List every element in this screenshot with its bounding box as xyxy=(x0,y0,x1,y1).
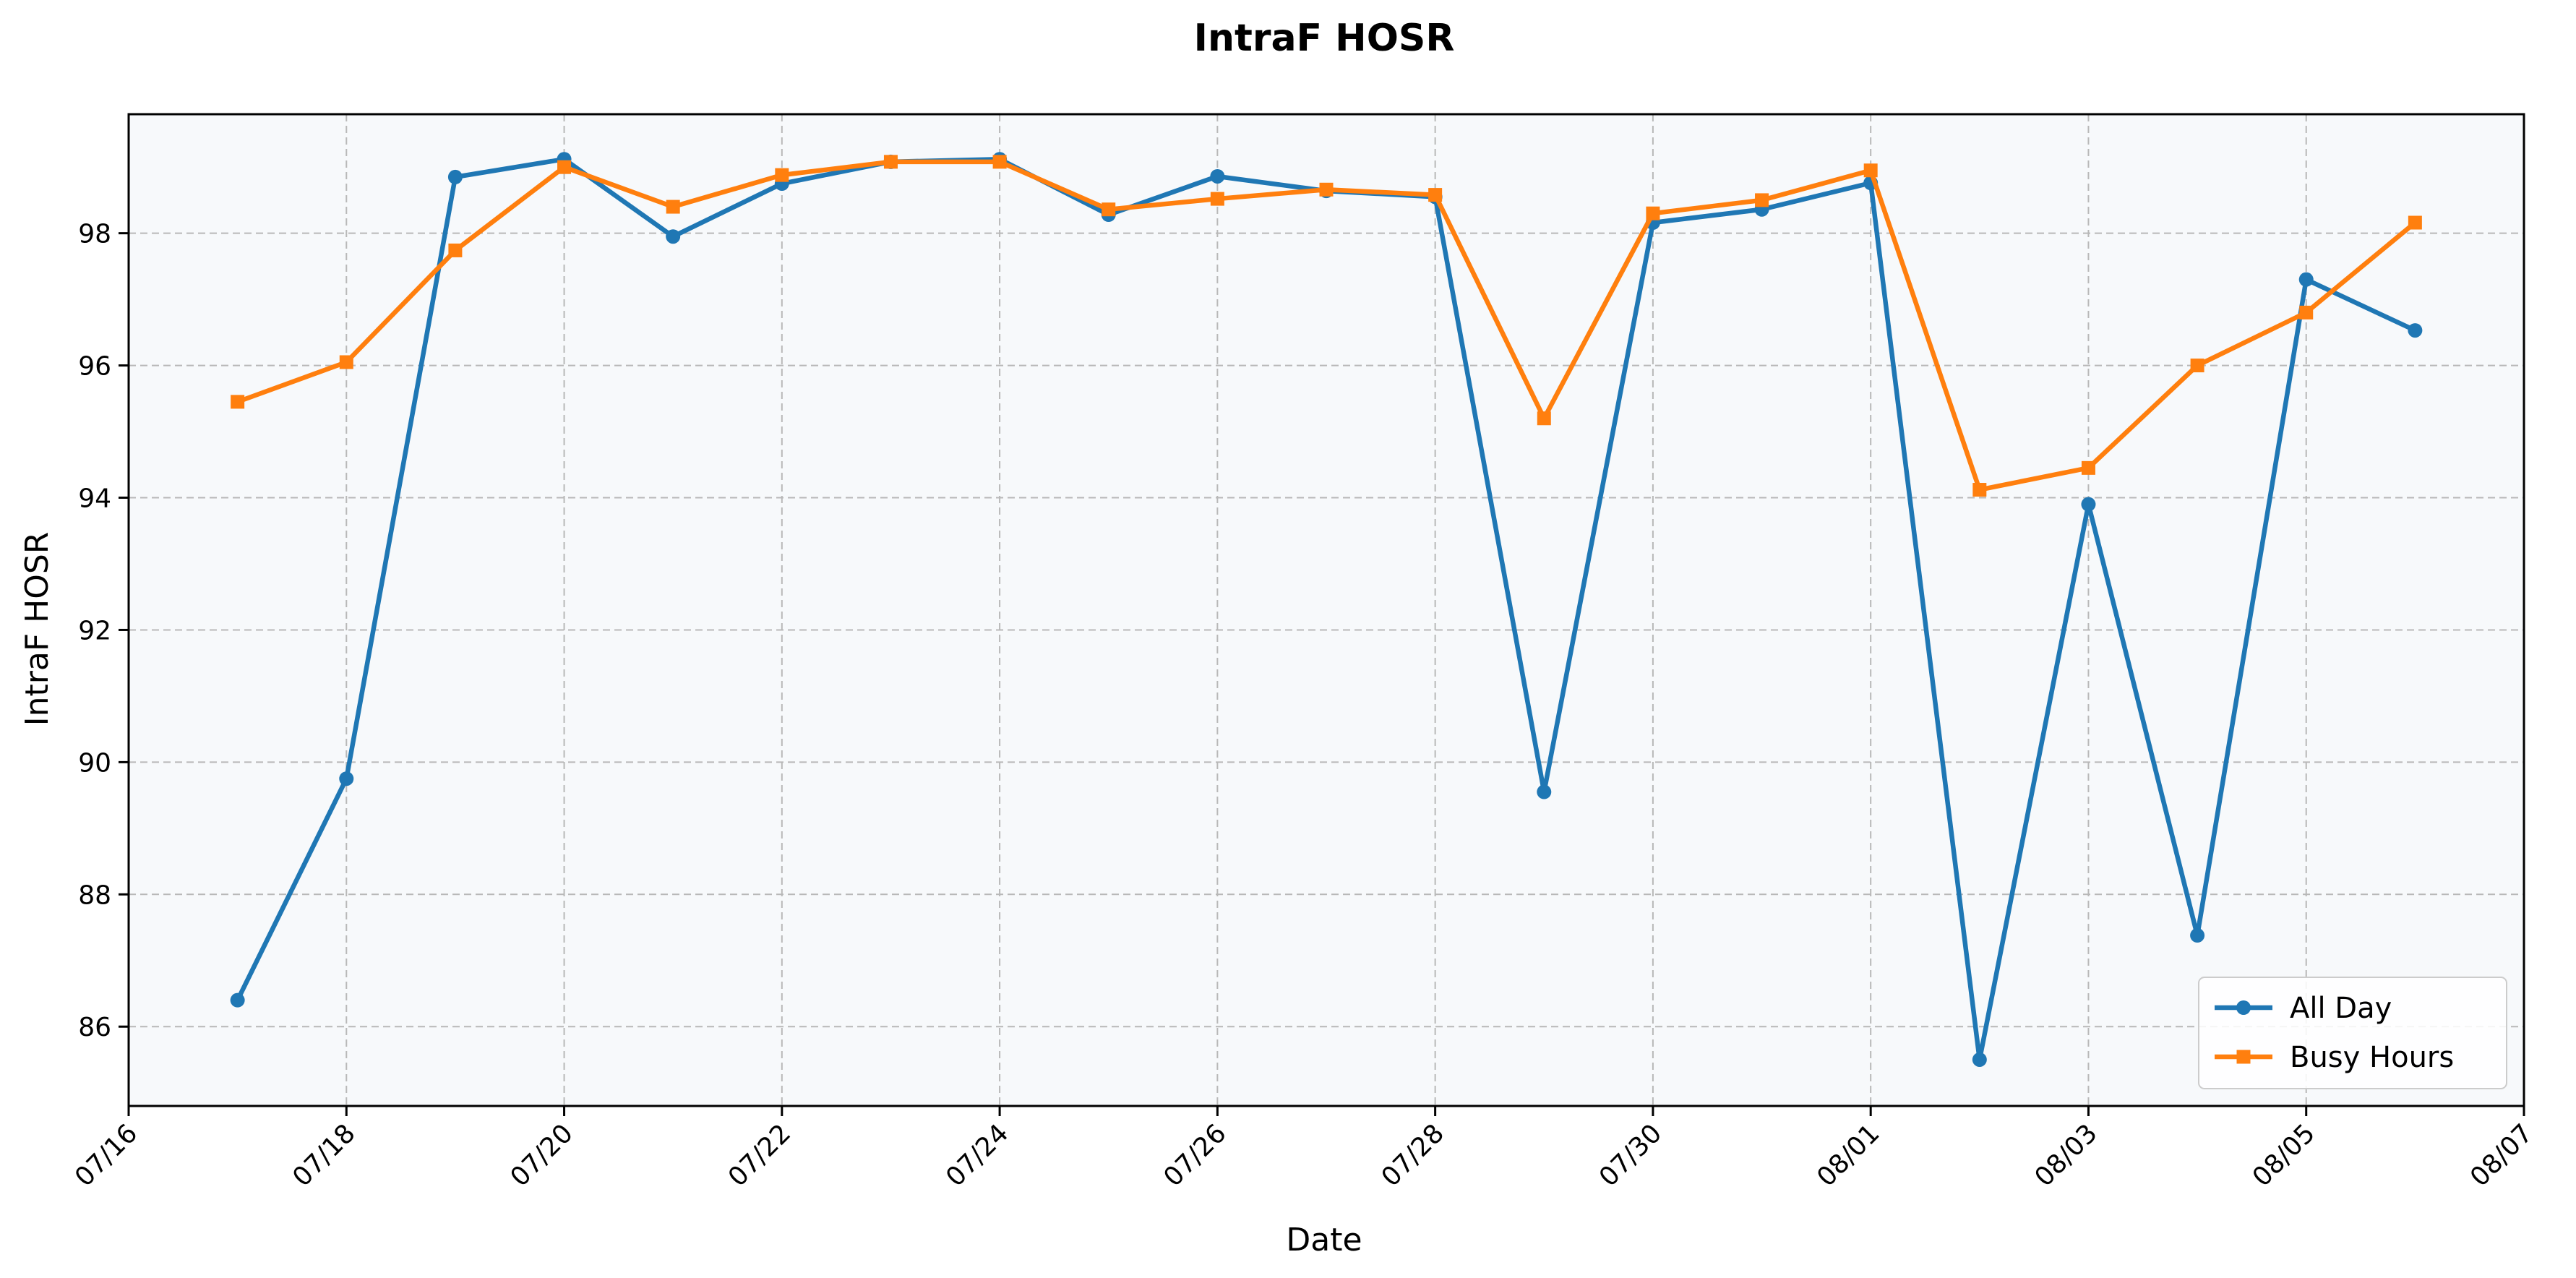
data-point[interactable] xyxy=(1210,168,1225,184)
legend-box xyxy=(2198,977,2507,1089)
y-tick-label: 96 xyxy=(78,352,111,382)
data-point[interactable] xyxy=(883,155,898,169)
data-point[interactable] xyxy=(1210,192,1224,206)
data-point[interactable] xyxy=(339,355,353,369)
legend-label: All Day xyxy=(2290,992,2392,1025)
y-tick-label: 94 xyxy=(78,484,111,514)
data-point[interactable] xyxy=(2081,497,2096,512)
data-point[interactable] xyxy=(2190,928,2205,943)
data-point[interactable] xyxy=(1428,188,1443,202)
y-tick-label: 86 xyxy=(78,1013,111,1042)
data-point[interactable] xyxy=(2298,272,2314,287)
y-tick-label: 90 xyxy=(78,748,111,778)
data-point[interactable] xyxy=(666,200,680,214)
x-axis-label: Date xyxy=(1286,1222,1362,1258)
data-point[interactable] xyxy=(447,169,463,184)
data-point[interactable] xyxy=(1537,784,1552,799)
data-point[interactable] xyxy=(1863,163,1878,178)
legend-item-busy-hours[interactable]: Busy Hours xyxy=(2215,1041,2454,1074)
legend-marker xyxy=(2236,1000,2251,1015)
y-axis-label: IntraF HOSR xyxy=(19,532,56,726)
data-point[interactable] xyxy=(2408,215,2422,230)
data-point[interactable] xyxy=(1972,1052,1987,1067)
data-point[interactable] xyxy=(231,395,245,409)
data-point[interactable] xyxy=(2299,305,2314,320)
y-tick-label: 98 xyxy=(78,220,111,249)
data-point[interactable] xyxy=(557,160,572,174)
series-busy-hours xyxy=(231,155,2422,497)
legend[interactable]: All Day Busy Hours xyxy=(2198,977,2507,1089)
grid-lines xyxy=(129,114,2524,1106)
data-point[interactable] xyxy=(1102,202,1116,217)
data-point[interactable] xyxy=(1755,193,1769,207)
data-point[interactable] xyxy=(339,771,354,786)
data-point[interactable] xyxy=(1319,182,1334,197)
chart-title: IntraF HOSR xyxy=(1194,17,1455,60)
data-point[interactable] xyxy=(448,243,463,257)
data-point[interactable] xyxy=(775,168,789,182)
data-point[interactable] xyxy=(1972,483,1987,497)
data-point[interactable] xyxy=(1646,206,1660,220)
y-tick-label: 92 xyxy=(78,616,111,646)
plot-frame xyxy=(127,113,2525,1107)
data-point[interactable] xyxy=(2081,460,2095,475)
plot-area xyxy=(129,114,2524,1106)
series-layer xyxy=(230,152,2423,1067)
y-tick-label: 88 xyxy=(78,880,111,910)
data-point[interactable] xyxy=(2408,323,2423,338)
legend-label: Busy Hours xyxy=(2290,1041,2454,1074)
data-point[interactable] xyxy=(1537,411,1551,426)
legend-item-all-day[interactable]: All Day xyxy=(2215,992,2392,1025)
data-point[interactable] xyxy=(992,155,1007,169)
data-point[interactable] xyxy=(2190,359,2204,373)
data-point[interactable] xyxy=(230,992,245,1008)
legend-marker xyxy=(2236,1050,2251,1064)
data-point[interactable] xyxy=(666,229,681,244)
